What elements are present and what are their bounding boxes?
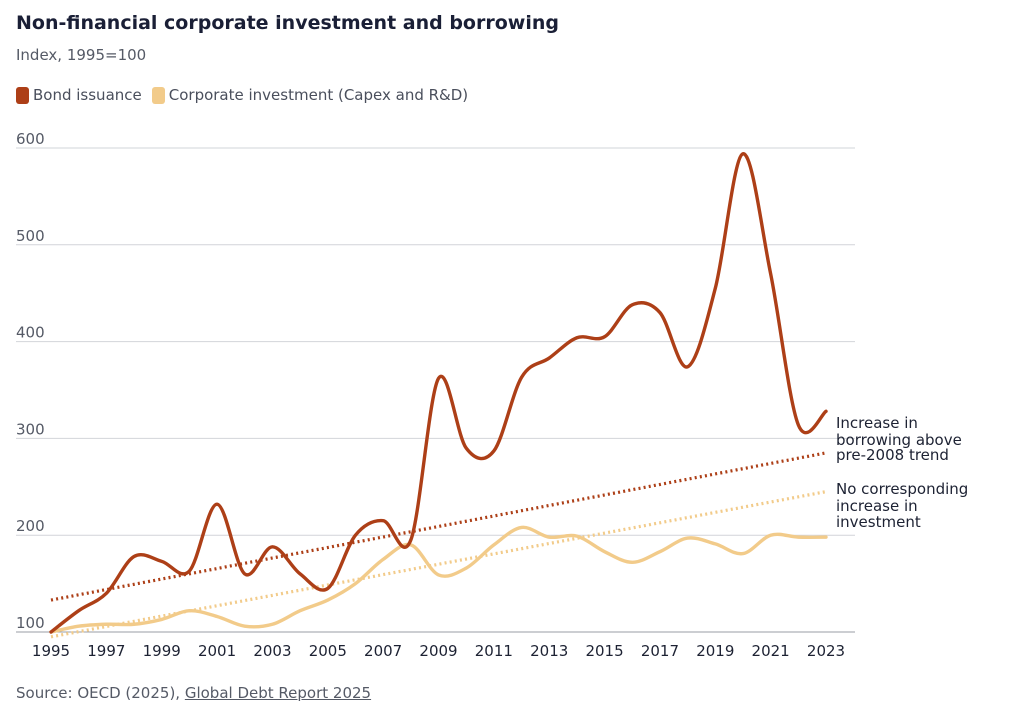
- x-tick-label-1999: 1999: [143, 642, 181, 660]
- legend-swatch-bond-issuance: [16, 86, 29, 104]
- x-tick-label-2021: 2021: [752, 642, 790, 660]
- legend-swatch-corporate-investment: [151, 86, 165, 104]
- annotation-borrowing-line-3: pre-2008 trend: [836, 446, 949, 464]
- source-link[interactable]: Global Debt Report 2025: [184, 684, 372, 702]
- annotation-investment-line-2: increase in: [836, 497, 918, 515]
- source-note: Source: OECD (2025), Global Debt Report …: [16, 684, 371, 702]
- source-prefix: Source: OECD (2025),: [16, 684, 185, 702]
- x-tick-label-2003: 2003: [253, 642, 291, 660]
- x-tick-label-2009: 2009: [419, 642, 457, 660]
- series-line-bond-issuance: [49, 152, 828, 634]
- legend-label-bond-issuance: Bond issuance: [33, 86, 142, 104]
- x-tick-label-2015: 2015: [585, 642, 623, 660]
- x-tick-label-2013: 2013: [530, 642, 568, 660]
- y-tick-label-400: 400: [16, 324, 45, 342]
- y-tick-label-300: 300: [16, 420, 45, 438]
- annotation-investment-line-3: investment: [836, 513, 921, 531]
- legend-item-corporate-investment[interactable]: Corporate investment (Capex and R&D): [151, 86, 469, 104]
- trend-line-borrowing: [50, 451, 827, 602]
- x-tick-label-2019: 2019: [696, 642, 734, 660]
- series-line-corporate-investment: [49, 525, 828, 634]
- annotation-borrowing-line-1: Increase in: [836, 414, 918, 432]
- chart-subtitle: Index, 1995=100: [16, 46, 147, 64]
- chart-title: Non-financial corporate investment and b…: [16, 12, 559, 34]
- x-tick-label-1995: 1995: [32, 642, 70, 660]
- x-tick-label-2005: 2005: [309, 642, 347, 660]
- annotation-investment-line-1: No corresponding: [836, 480, 968, 498]
- x-tick-label-1997: 1997: [87, 642, 125, 660]
- y-tick-label-100: 100: [16, 614, 45, 632]
- legend-item-bond-issuance[interactable]: Bond issuance: [16, 86, 142, 104]
- legend-label-corporate-investment: Corporate investment (Capex and R&D): [168, 86, 469, 104]
- x-tick-label-2011: 2011: [475, 642, 513, 660]
- line-chart: 100 200 300 400 500 600 1995 1997 1999 2001 2003 20…: [16, 130, 968, 660]
- annotation-borrowing-line-2: borrowing above: [836, 431, 962, 449]
- x-tick-label-2007: 2007: [364, 642, 402, 660]
- y-tick-label-500: 500: [16, 227, 45, 245]
- y-tick-label-600: 600: [16, 130, 45, 148]
- x-tick-label-2017: 2017: [641, 642, 679, 660]
- x-tick-label-2023: 2023: [807, 642, 845, 660]
- y-tick-label-200: 200: [16, 517, 45, 535]
- x-tick-label-2001: 2001: [198, 642, 236, 660]
- legend: Bond issuance Corporate investment (Cape…: [16, 86, 478, 104]
